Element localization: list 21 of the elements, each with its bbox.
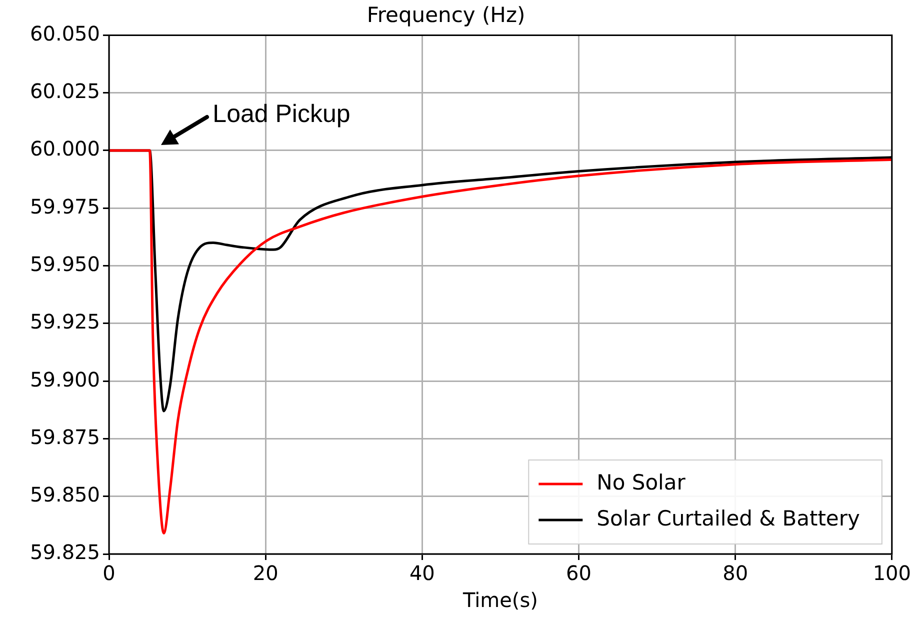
x-tick-label: 20 xyxy=(252,561,278,586)
x-tick-label: 40 xyxy=(409,561,435,586)
y-tick-label: 59.925 xyxy=(30,310,100,334)
legend-label: No Solar xyxy=(596,470,686,494)
y-tick-label: 59.825 xyxy=(30,540,100,564)
legend-label: Solar Curtailed & Battery xyxy=(596,506,860,530)
x-tick-label: 80 xyxy=(722,561,748,586)
y-tick-label: 59.950 xyxy=(30,252,100,276)
chart-title: Frequency (Hz) xyxy=(366,3,526,28)
y-tick-label: 59.875 xyxy=(30,424,100,449)
x-tick-label: 0 xyxy=(102,561,116,586)
x-tick-label: 60 xyxy=(566,561,592,586)
y-tick-label: 59.975 xyxy=(30,194,100,218)
annotation: Load Pickup xyxy=(212,100,350,128)
y-tick-label: 60.050 xyxy=(30,21,100,46)
y-tick-label: 60.000 xyxy=(30,136,100,161)
x-axis-title: Time(s) xyxy=(462,588,538,612)
y-tick-label: 59.850 xyxy=(30,482,100,507)
y-tick-label: 59.900 xyxy=(30,367,100,392)
x-tick-label: 100 xyxy=(872,561,912,586)
y-tick-label: 60.025 xyxy=(30,79,100,104)
